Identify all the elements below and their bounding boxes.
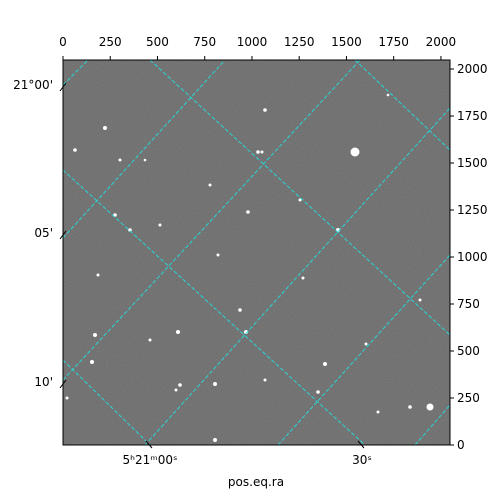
x-tick-label: 0 (59, 35, 67, 49)
dec-tick-label: 10' (34, 375, 53, 389)
y-tick-label: 500 (457, 344, 480, 358)
y-tick-label: 250 (457, 391, 480, 405)
x-tick-label: 2000 (426, 35, 457, 49)
x-tick-label: 1000 (237, 35, 268, 49)
ra-tick-label: 30ˢ (352, 453, 372, 467)
x-tick-label: 1250 (284, 35, 315, 49)
frame (62, 59, 451, 446)
dec-tick (59, 82, 67, 92)
dec-tick (59, 379, 67, 389)
y-tick-label: 2000 (457, 62, 488, 76)
ra-tick (357, 440, 365, 449)
dec-tick-label: 21°00' (13, 78, 53, 92)
x-axis-label: pos.eq.ra (228, 475, 284, 489)
ra-tick-label: 5ʰ21ᵐ00ˢ (123, 453, 178, 467)
ra-tick (145, 440, 153, 449)
y-tick-label: 1250 (457, 203, 488, 217)
x-tick-label: 750 (193, 35, 216, 49)
y-tick-label: 750 (457, 297, 480, 311)
x-tick-label: 1500 (331, 35, 362, 49)
image-noise (63, 60, 450, 445)
x-tick-label: 500 (146, 35, 169, 49)
stars (65, 93, 434, 442)
y-tick-label: 0 (457, 438, 465, 452)
y-tick-label: 1500 (457, 156, 488, 170)
x-tick-label: 250 (99, 35, 122, 49)
y-tick-label: 1750 (457, 109, 488, 123)
dec-tick-label: 05' (34, 226, 53, 240)
x-tick-label: 1750 (378, 35, 409, 49)
y-tick-label: 1000 (457, 250, 488, 264)
coordinate-grid (63, 60, 450, 445)
dec-tick (59, 230, 67, 240)
